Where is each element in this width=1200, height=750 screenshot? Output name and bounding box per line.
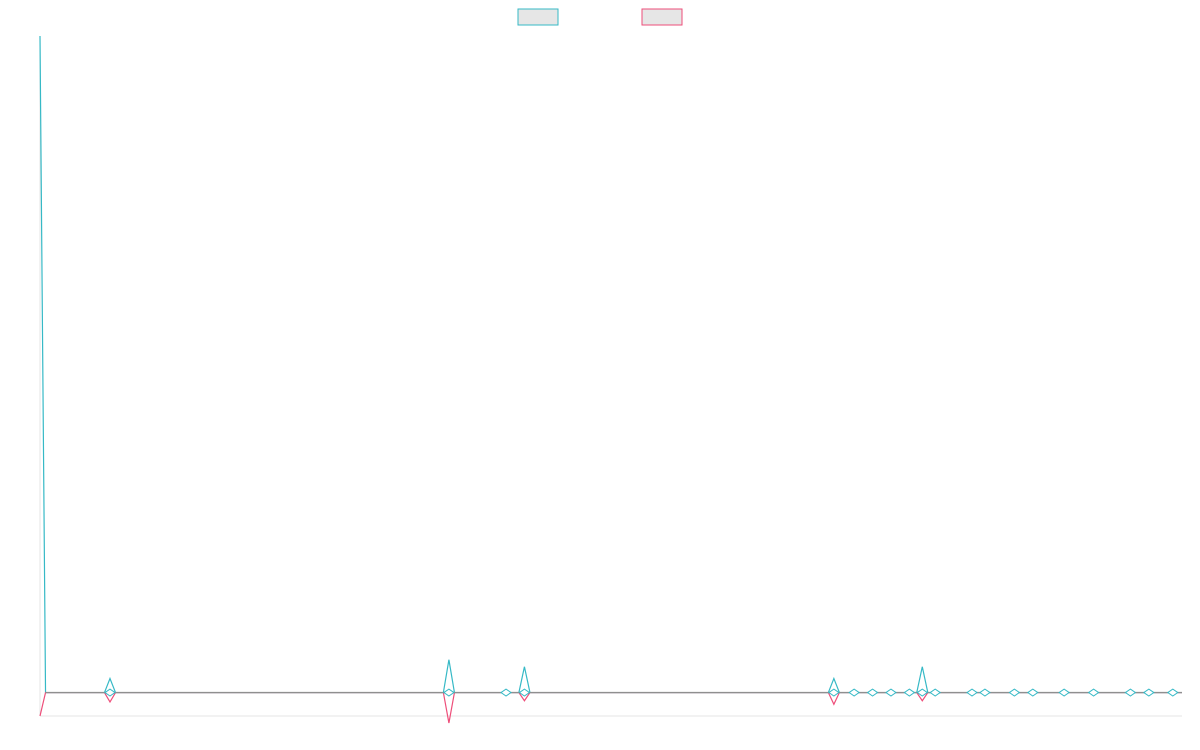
legend-swatch-2	[641, 8, 683, 26]
diamond-marker-6	[500, 688, 512, 697]
series-line-1	[39, 35, 1182, 694]
series-layer	[39, 35, 1182, 724]
diamond-marker-13	[979, 688, 991, 697]
diamond-marker-2	[443, 688, 455, 697]
legend-swatch-1	[517, 8, 559, 26]
axes	[39, 36, 1182, 717]
diamond-marker-17	[1087, 688, 1100, 697]
diamond-marker-12	[966, 688, 978, 697]
diamond-marker-18	[1124, 688, 1137, 697]
diamond-marker-5	[916, 688, 929, 697]
diamond-marker-1	[104, 688, 116, 697]
diamond-marker-16	[1058, 688, 1070, 697]
legend	[517, 8, 683, 26]
diamond-marker-10	[903, 688, 916, 697]
diamond-marker-15	[1026, 688, 1039, 697]
diamond-marker-9	[885, 688, 897, 697]
diamond-marker-19	[1142, 688, 1155, 697]
diamond-marker-14	[1008, 688, 1021, 697]
diamond-marker-4	[828, 688, 840, 697]
diamond-marker-3	[518, 688, 531, 697]
marker-layer	[104, 688, 1179, 697]
diamond-marker-8	[866, 688, 879, 697]
diamond-marker-11	[929, 688, 942, 697]
diamond-marker-7	[848, 688, 861, 697]
series-line-2	[39, 691, 1182, 724]
diamond-marker-20	[1166, 688, 1179, 697]
